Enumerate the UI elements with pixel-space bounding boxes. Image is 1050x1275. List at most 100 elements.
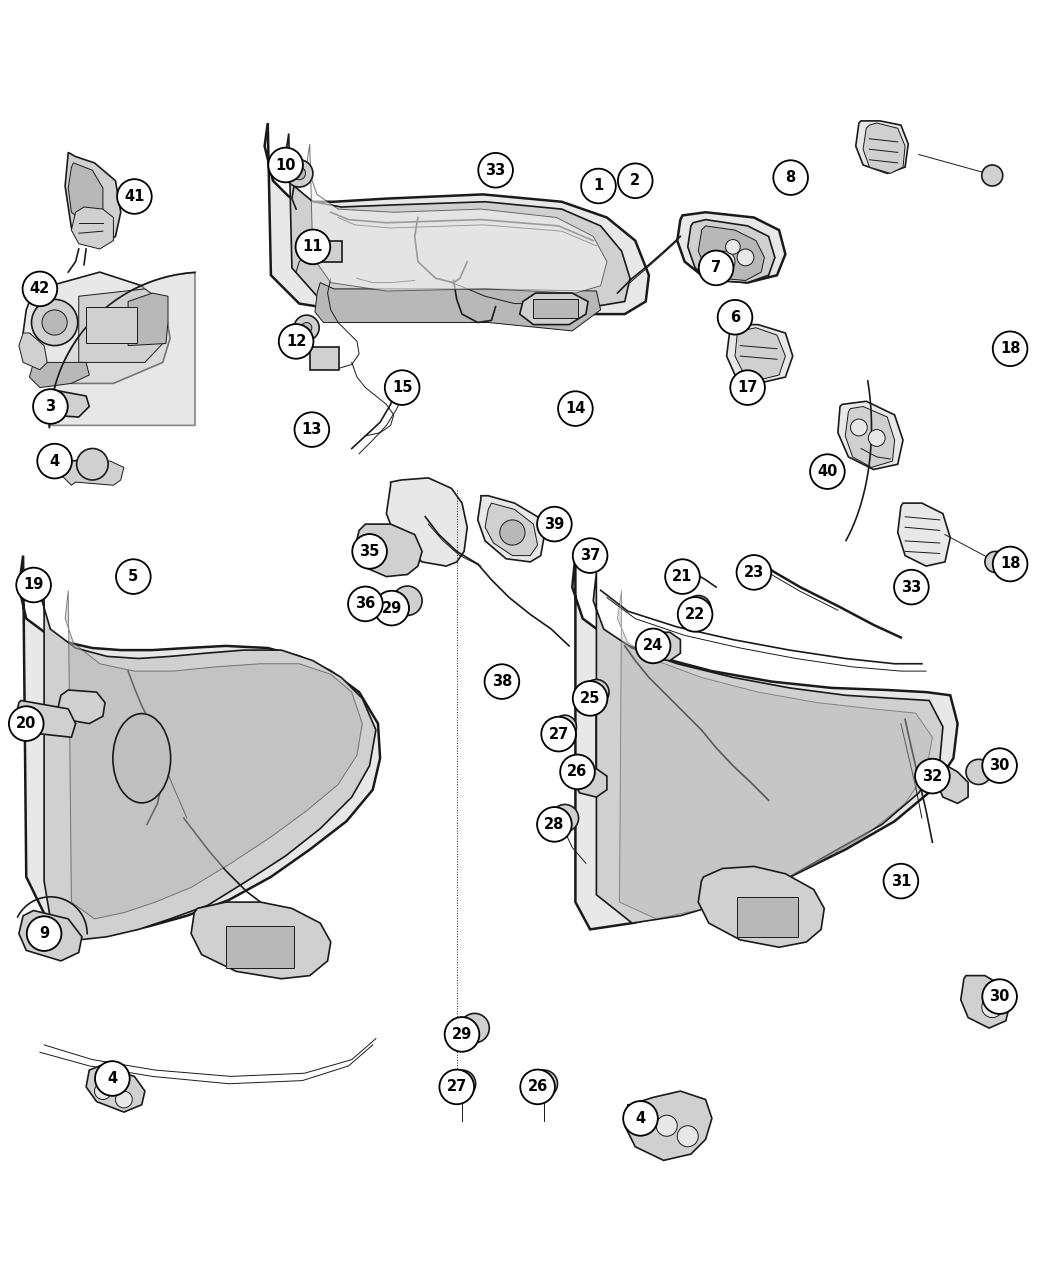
- Circle shape: [811, 454, 845, 488]
- Polygon shape: [315, 283, 601, 332]
- Polygon shape: [646, 632, 680, 660]
- Text: 30: 30: [989, 759, 1010, 773]
- Polygon shape: [61, 459, 124, 486]
- Circle shape: [656, 1116, 677, 1136]
- Circle shape: [278, 324, 313, 358]
- Text: 4: 4: [49, 454, 60, 469]
- Bar: [226, 926, 294, 968]
- Text: 30: 30: [989, 989, 1010, 1005]
- Circle shape: [116, 1091, 132, 1108]
- Text: 6: 6: [730, 310, 740, 325]
- Bar: [737, 896, 798, 937]
- Polygon shape: [386, 478, 467, 566]
- Polygon shape: [19, 556, 380, 937]
- Text: 12: 12: [286, 334, 307, 349]
- Polygon shape: [838, 402, 903, 469]
- Polygon shape: [617, 590, 932, 919]
- Text: 2: 2: [630, 173, 640, 189]
- Circle shape: [8, 706, 44, 741]
- Polygon shape: [937, 764, 968, 803]
- Circle shape: [439, 1070, 475, 1104]
- Circle shape: [868, 430, 885, 446]
- Polygon shape: [128, 293, 168, 346]
- Polygon shape: [698, 867, 824, 947]
- Text: 14: 14: [565, 402, 586, 416]
- Circle shape: [737, 249, 754, 265]
- Text: 13: 13: [301, 422, 322, 437]
- Text: 31: 31: [890, 873, 911, 889]
- Circle shape: [985, 551, 1006, 572]
- Circle shape: [726, 240, 740, 254]
- Circle shape: [992, 547, 1027, 581]
- Polygon shape: [68, 163, 103, 226]
- Polygon shape: [593, 572, 943, 923]
- Polygon shape: [79, 289, 163, 362]
- Circle shape: [27, 917, 61, 951]
- Circle shape: [686, 595, 711, 621]
- Circle shape: [296, 230, 330, 264]
- Bar: [86, 307, 136, 343]
- Circle shape: [584, 680, 609, 705]
- Circle shape: [850, 419, 867, 436]
- Text: 26: 26: [567, 765, 588, 779]
- Text: 23: 23: [743, 565, 764, 580]
- Text: 5: 5: [128, 569, 139, 584]
- Polygon shape: [677, 212, 785, 283]
- Text: 42: 42: [29, 282, 50, 296]
- Circle shape: [718, 300, 752, 334]
- Polygon shape: [698, 226, 764, 280]
- Text: 18: 18: [1000, 556, 1021, 571]
- Circle shape: [982, 164, 1003, 186]
- Bar: [533, 300, 578, 319]
- Text: 4: 4: [107, 1071, 118, 1086]
- Polygon shape: [478, 496, 544, 562]
- Circle shape: [551, 805, 579, 831]
- Circle shape: [94, 1082, 111, 1099]
- Text: 33: 33: [485, 163, 506, 177]
- Polygon shape: [856, 121, 908, 173]
- Circle shape: [117, 180, 152, 214]
- Text: 22: 22: [685, 607, 706, 622]
- Circle shape: [374, 590, 408, 626]
- Polygon shape: [727, 325, 793, 384]
- Circle shape: [32, 300, 78, 346]
- Polygon shape: [71, 207, 113, 249]
- Polygon shape: [65, 153, 121, 247]
- Circle shape: [730, 370, 764, 405]
- Circle shape: [478, 153, 512, 187]
- Circle shape: [883, 863, 918, 899]
- Polygon shape: [520, 293, 588, 325]
- Circle shape: [500, 520, 525, 546]
- Text: 33: 33: [901, 580, 922, 594]
- Polygon shape: [688, 219, 775, 283]
- Circle shape: [553, 715, 576, 738]
- Text: 37: 37: [580, 548, 601, 564]
- Text: 21: 21: [672, 569, 693, 584]
- Polygon shape: [265, 122, 649, 314]
- Circle shape: [301, 323, 312, 333]
- Text: 28: 28: [544, 817, 565, 831]
- Polygon shape: [29, 362, 89, 388]
- Text: 7: 7: [711, 260, 721, 275]
- Ellipse shape: [113, 714, 170, 803]
- Polygon shape: [42, 572, 376, 940]
- Circle shape: [530, 1070, 558, 1098]
- Text: 10: 10: [275, 158, 296, 172]
- Circle shape: [573, 538, 608, 572]
- Polygon shape: [23, 272, 170, 384]
- Text: 3: 3: [45, 399, 56, 414]
- Circle shape: [23, 272, 57, 306]
- Circle shape: [617, 163, 653, 198]
- Circle shape: [992, 332, 1027, 366]
- Polygon shape: [58, 690, 105, 724]
- Circle shape: [542, 717, 576, 751]
- Text: 1: 1: [593, 179, 604, 194]
- Text: 24: 24: [643, 639, 664, 653]
- Polygon shape: [86, 1066, 145, 1112]
- Circle shape: [966, 760, 991, 784]
- Polygon shape: [307, 144, 607, 293]
- Text: 26: 26: [527, 1080, 548, 1094]
- Circle shape: [294, 412, 329, 448]
- Circle shape: [37, 444, 71, 478]
- Circle shape: [982, 997, 1003, 1017]
